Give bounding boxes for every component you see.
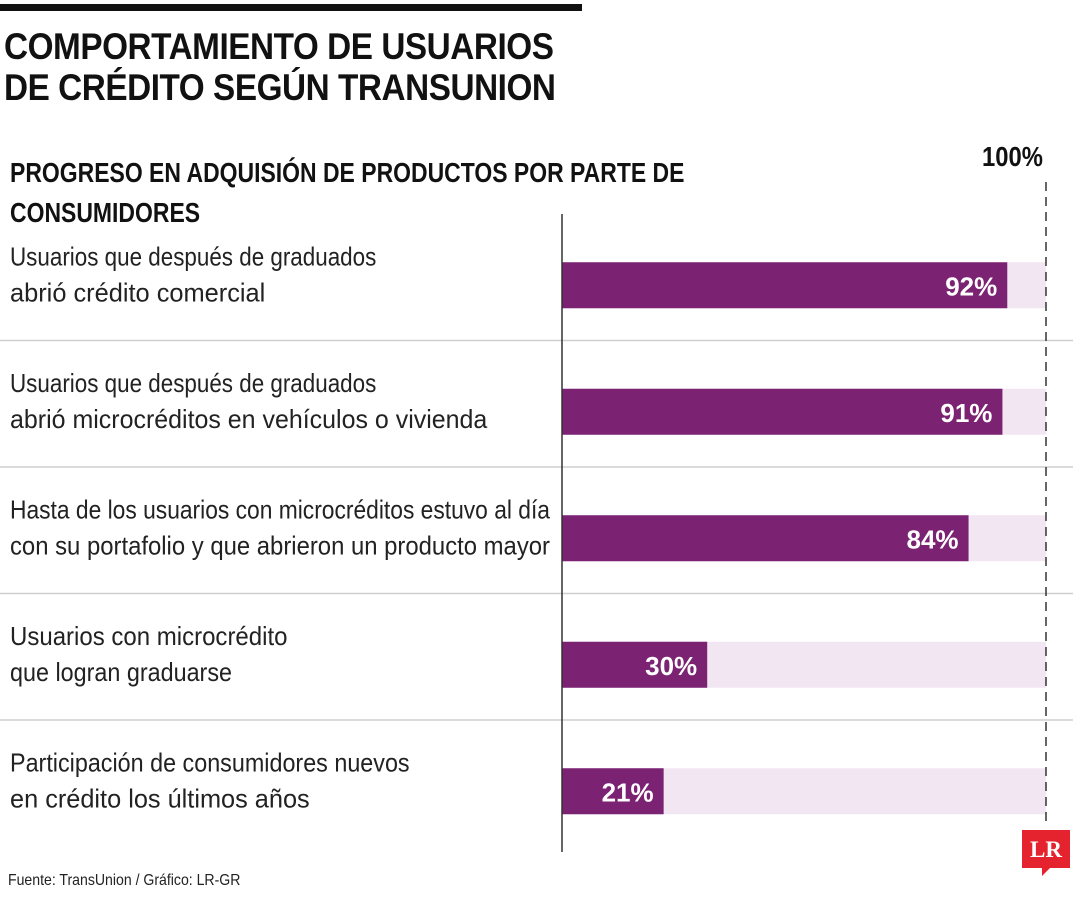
category-label: Usuarios con microcrédito [10, 621, 288, 651]
source-note: Fuente: TransUnion / Gráfico: LR-GR [8, 872, 241, 889]
category-label: Hasta de los usuarios con microcréditos … [10, 494, 550, 524]
chart-title: COMPORTAMIENTO DE USUARIOS DE CRÉDITO SE… [4, 26, 634, 108]
category-label: abrió crédito comercial [10, 277, 265, 307]
value-label: 91% [940, 398, 992, 428]
category-label: en crédito los últimos años [10, 783, 310, 813]
bar [562, 262, 1008, 309]
bar [562, 515, 969, 562]
chart-subtitle: PROGRESO EN ADQUISIÓN DE PRODUCTOS POR P… [10, 157, 685, 228]
bar [562, 768, 664, 815]
title-line-2: DE CRÉDITO SEGÚN TRANSUNION [4, 67, 556, 108]
top-rule [0, 4, 582, 11]
logo-text: LR [1030, 837, 1062, 862]
category-label: abrió microcréditos en vehículos o vivie… [10, 404, 488, 434]
category-label: Usuarios que después de graduados [10, 368, 376, 398]
category-label: con su portafolio y que abrieron un prod… [10, 530, 550, 560]
value-label: 21% [602, 777, 654, 807]
value-label: 30% [645, 651, 697, 681]
value-label: 84% [907, 524, 959, 554]
value-label: 92% [945, 271, 997, 301]
reference-100-label: 100% [982, 141, 1043, 172]
category-label: Usuarios que después de graduados [10, 241, 376, 271]
title-line-1: COMPORTAMIENTO DE USUARIOS [4, 26, 554, 67]
bar [562, 641, 708, 688]
category-label: Participación de consumidores nuevos [10, 747, 410, 777]
bar [562, 388, 1003, 435]
lr-logo: LR [1022, 830, 1070, 876]
category-label: que logran graduarse [10, 657, 232, 687]
